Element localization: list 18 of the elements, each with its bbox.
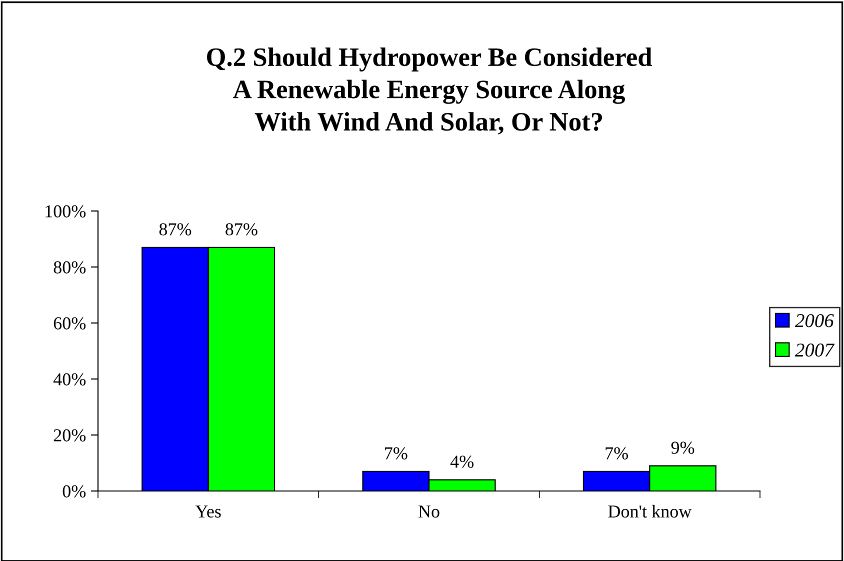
y-tick-label: 60% (54, 317, 86, 330)
y-tick-label: 0% (62, 485, 86, 498)
data-label: 7% (385, 447, 408, 460)
x-tick-label: No (418, 506, 440, 518)
y-tick-label: 80% (54, 261, 86, 274)
chart-title: Q.2 Should Hydropower Be Considered A Renewable Energy Source Along With Wind And Solar, Or Not? (207, 48, 652, 135)
legend-label: 2007 (795, 344, 835, 357)
data-label: 7% (606, 447, 628, 460)
data-label: 4% (450, 456, 474, 468)
x-tick-label: Yes (195, 506, 221, 518)
data-label: 87% (226, 223, 258, 236)
data-label: 87% (159, 223, 192, 236)
y-tick-label: 20% (54, 429, 86, 442)
y-tick-label: 40% (53, 373, 86, 386)
legend-label: 2006 (795, 314, 834, 328)
y-tick-label: 100% (46, 205, 86, 218)
data-label: 9% (671, 442, 694, 454)
x-tick-label: Don't know (608, 504, 692, 518)
